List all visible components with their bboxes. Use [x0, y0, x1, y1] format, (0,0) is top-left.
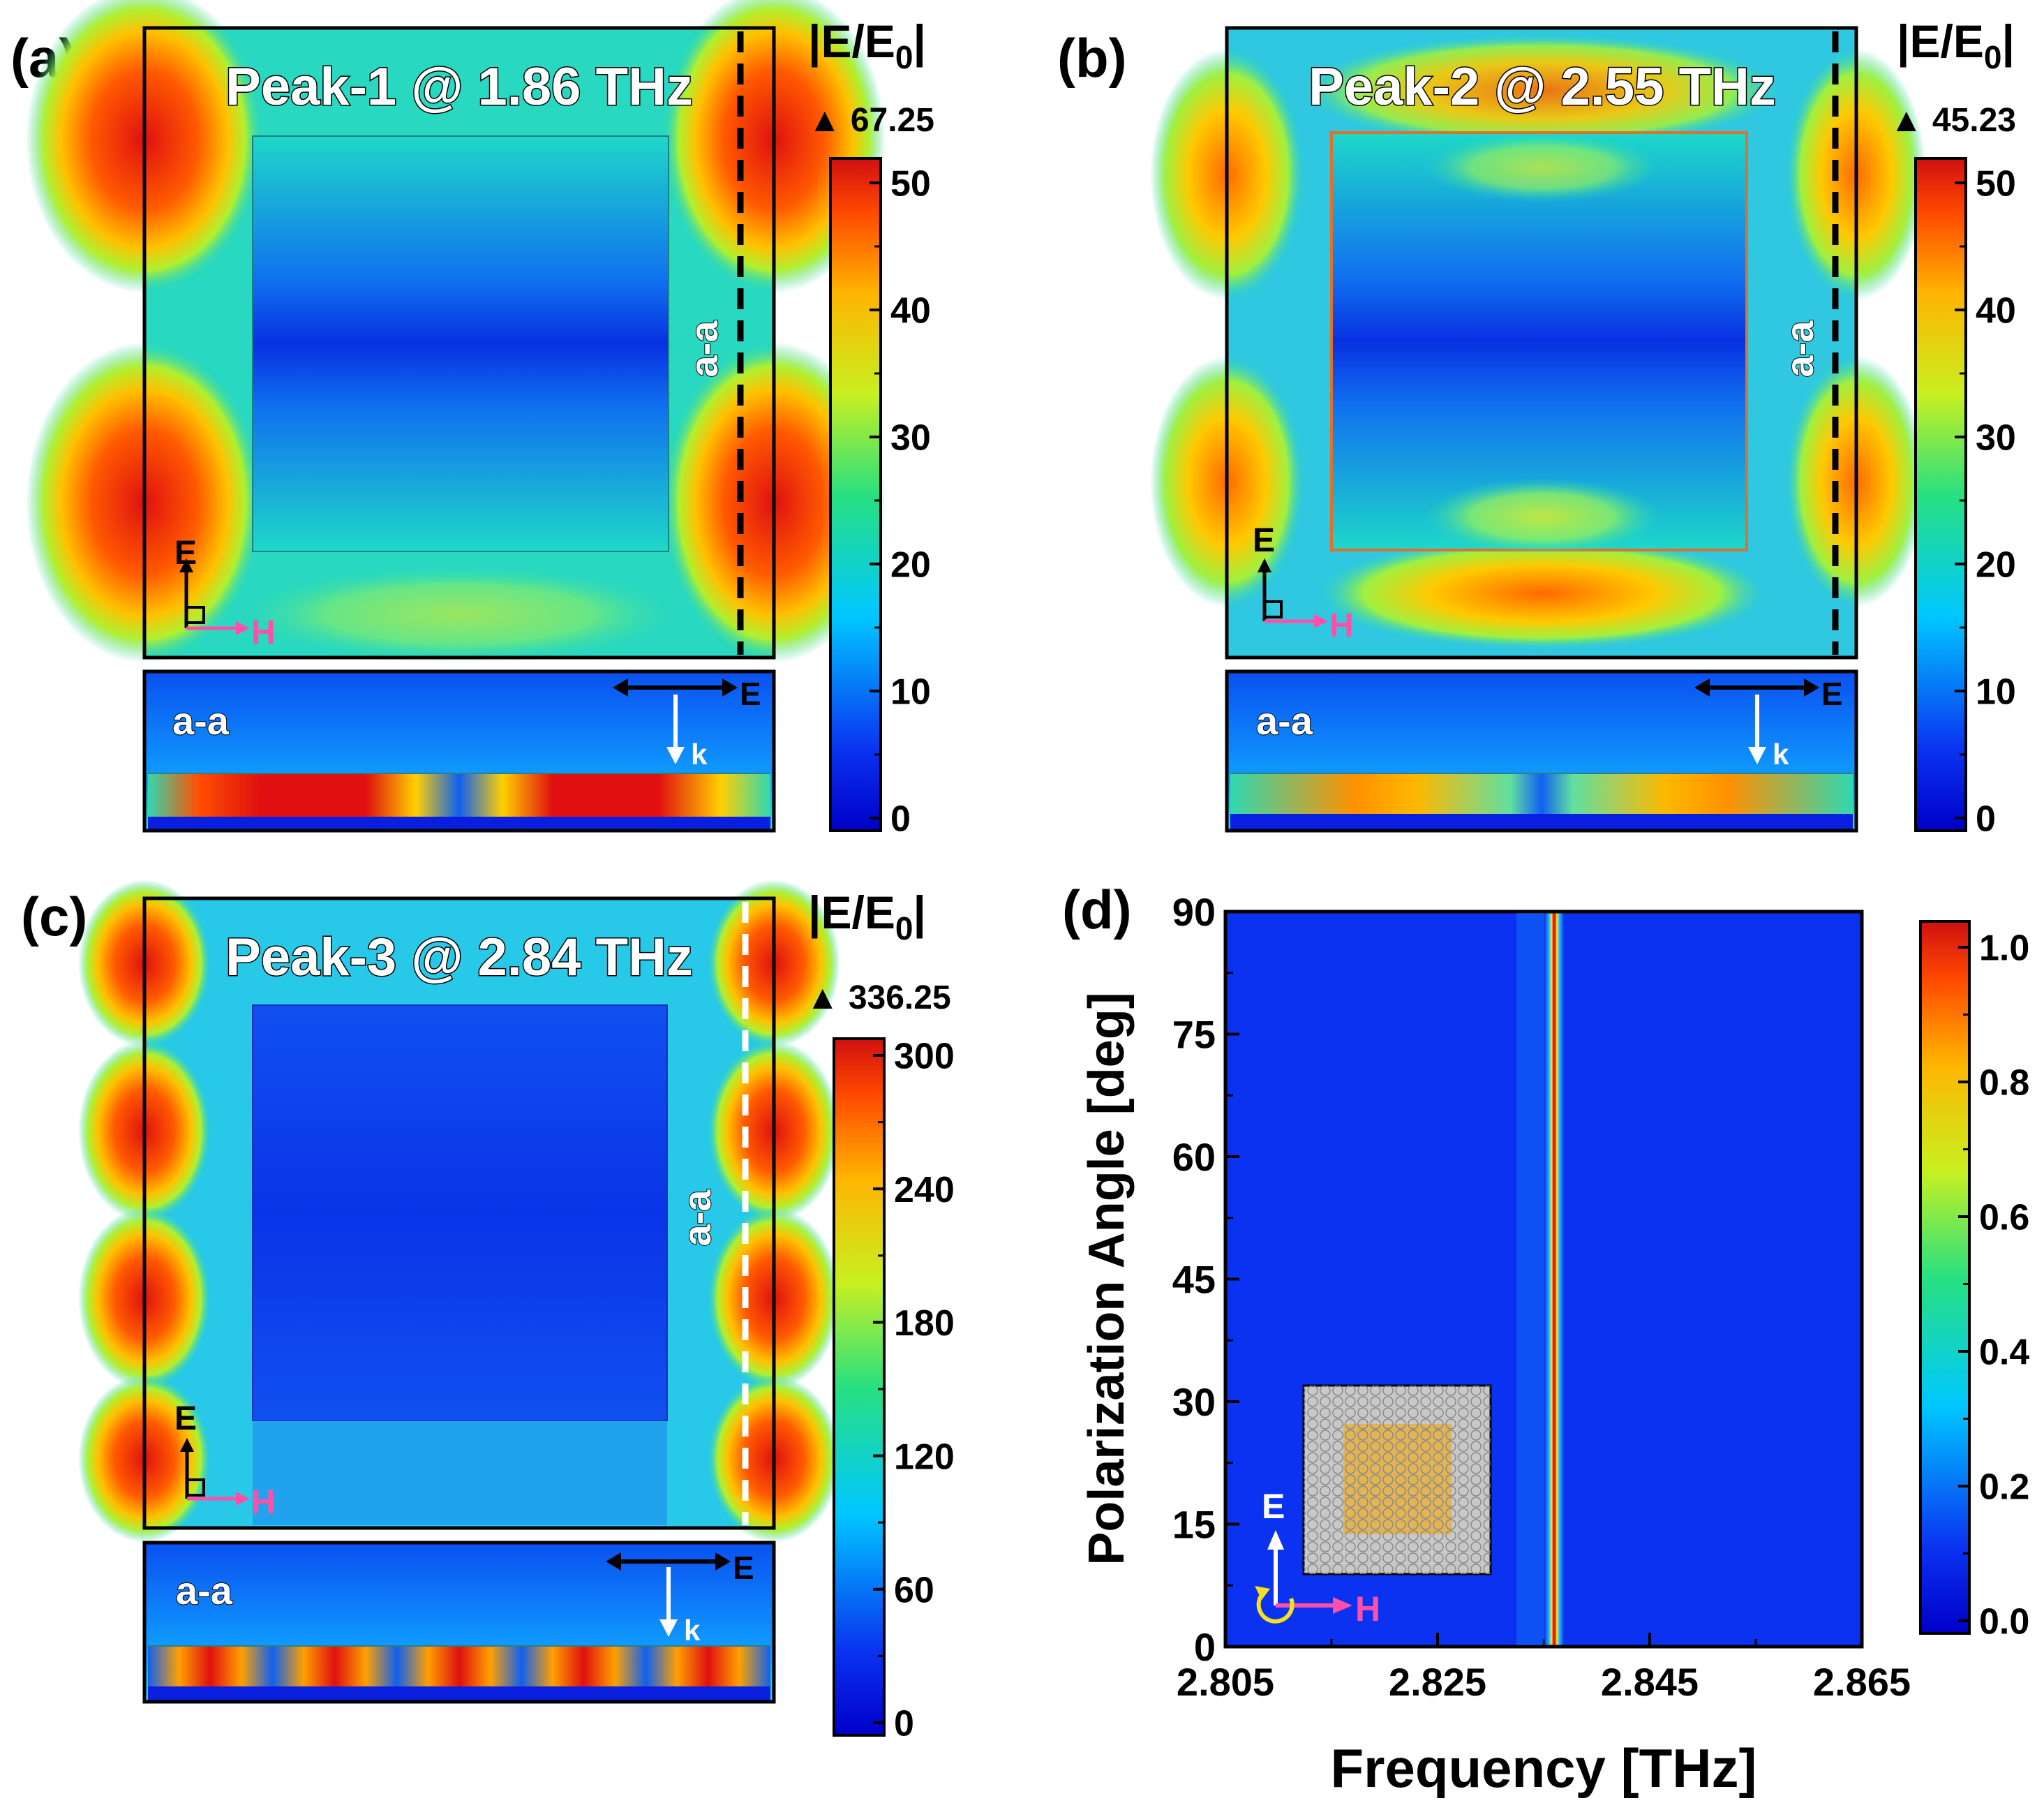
- panel-c-section-e: E: [733, 1550, 754, 1586]
- panel-c-title: Peak-3 @ 2.84 THz: [225, 928, 693, 987]
- colorbar-tick-label: 30: [1976, 418, 2016, 459]
- colorbar-tick-label: 180: [894, 1303, 955, 1344]
- panel-b-colorbar: |E/E0| ▲ 45.23 0 10 20 30 40 50: [1890, 15, 2016, 840]
- panel-c-colorbar: |E/E0| ▲ 336.25 0 60 120 180 240 300: [806, 886, 955, 1744]
- panel-b: (b) Peak-2 @ 2.55 THz a-a E H: [1057, 15, 2016, 840]
- panel-a: (a) Peak-1 @ 1.86 THz a-a E H: [10, 0, 934, 840]
- panel-b-field-map: [1150, 26, 1926, 660]
- panel-a-section: a-a E k: [142, 669, 776, 833]
- colorbar-tick-label: 120: [894, 1437, 955, 1477]
- inset-polarization-indicator: E H: [1255, 1487, 1380, 1628]
- panel-a-section-e: E: [740, 676, 761, 712]
- panel-c-colorbar-ticks: 0 60 120 180 240 300: [873, 1037, 955, 1744]
- panel-c-field-map: [78, 880, 840, 1543]
- colorbar-tick-label: 60: [894, 1571, 934, 1611]
- colorbar-tick-label: 10: [890, 672, 931, 713]
- panel-d: (d) 2.805 2.825 2.845 2.865 0 15 30 45 60 75 90 F…: [1062, 879, 2029, 1799]
- panel-c-section: a-a E k: [142, 1541, 776, 1704]
- panel-d-colorbar-ticks: 0.0 0.2 0.4 0.6 0.8 1.0: [1958, 928, 2029, 1642]
- panel-c-axes-indicator: E H: [174, 1400, 276, 1521]
- y-tick-label: 0: [1194, 1625, 1216, 1669]
- panel-d-tag: (d): [1062, 879, 1132, 940]
- y-tick-label: 60: [1172, 1135, 1216, 1179]
- panel-c-axis-e: E: [174, 1400, 197, 1437]
- x-axis-ticks: 2.805 2.825 2.845 2.865: [1177, 1633, 1911, 1704]
- svg-text:|E/E0|: |E/E0|: [1897, 15, 2015, 75]
- colorbar-tick-label: 0.0: [1979, 1602, 2029, 1642]
- panel-a-title: Peak-1 @ 1.86 THz: [225, 57, 693, 117]
- y-tick-label: 75: [1172, 1013, 1216, 1057]
- panel-b-cut-label: a-a: [1777, 320, 1821, 378]
- colorbar-tick-label: 30: [890, 418, 931, 459]
- y-tick-label: 30: [1172, 1380, 1216, 1424]
- panel-b-section-label: a-a: [1256, 699, 1313, 743]
- panel-a-axes-indicator: E H: [174, 535, 276, 651]
- colorbar-tick-label: 0: [894, 1704, 914, 1744]
- panel-a-colorbar-ticks: 0 10 20 30 40 50: [870, 164, 931, 840]
- panel-a-max: ▲ 67.25: [808, 102, 934, 139]
- colorbar-tick-label: 50: [890, 164, 931, 205]
- panel-b-axes-indicator: E H: [1253, 522, 1354, 644]
- svg-text:|E/E0|: |E/E0|: [808, 15, 926, 75]
- panel-c: (c) Peak-3 @ 2.84 THz a-a E H: [21, 880, 955, 1744]
- rotation-arrow-icon: [1256, 1594, 1295, 1624]
- y-tick-label: 15: [1172, 1503, 1216, 1547]
- colorbar-tick-label: 0: [1976, 799, 1996, 840]
- panel-b-section-k: k: [1773, 738, 1789, 771]
- colorbar-tick-label: 40: [1976, 291, 2016, 332]
- colorbar-tick-label: 300: [894, 1037, 955, 1077]
- resonance-band: [1544, 913, 1565, 1645]
- y-axis-label: Polarization Angle [deg]: [1079, 992, 1135, 1565]
- x-axis-label: Frequency [THz]: [1330, 1737, 1756, 1799]
- panel-b-title: Peak-2 @ 2.55 THz: [1308, 57, 1776, 117]
- colorbar-tick-label: 0.8: [1979, 1063, 2029, 1104]
- panel-b-max: ▲ 45.23: [1890, 102, 2016, 139]
- inset-axis-h: H: [1355, 1589, 1380, 1628]
- panel-d-colorbar: 0.0 0.2 0.4 0.6 0.8 1.0: [1919, 920, 2029, 1642]
- panel-a-section-label: a-a: [172, 699, 230, 743]
- panel-b-axis-h: H: [1329, 607, 1354, 644]
- panel-c-tag: (c): [21, 886, 87, 947]
- panel-b-colorbar-ticks: 0 10 20 30 40 50: [1955, 164, 2016, 840]
- colorbar-tick-label: 20: [1976, 545, 2016, 586]
- panel-c-section-label: a-a: [176, 1568, 233, 1612]
- colorbar-tick-label: 0: [890, 799, 911, 840]
- inset-structure: [1302, 1384, 1492, 1575]
- panel-c-max: ▲ 336.25: [806, 979, 951, 1016]
- panel-a-colorbar: |E/E0| ▲ 67.25 0 10 20 30 40 50: [808, 15, 934, 840]
- panel-b-tag: (b): [1057, 27, 1127, 89]
- svg-text:|E/E0|: |E/E0|: [808, 886, 926, 947]
- panel-a-axis-e: E: [174, 535, 197, 572]
- panel-b-section-e: E: [1821, 676, 1843, 712]
- resonance-halo-left: [1516, 913, 1545, 1645]
- colorbar-tick-label: 10: [1976, 672, 2016, 713]
- panel-b-axis-e: E: [1253, 522, 1275, 559]
- inset-axis-e: E: [1262, 1487, 1285, 1526]
- colorbar-tick-label: 240: [894, 1170, 955, 1210]
- panel-a-axis-h: H: [251, 614, 276, 651]
- colorbar-tick-label: 0.4: [1979, 1333, 2029, 1373]
- panel-a-cut-label: a-a: [682, 320, 726, 378]
- colorbar-tick-label: 0.6: [1979, 1198, 2029, 1238]
- colorbar-tick-label: 0.2: [1979, 1467, 2029, 1508]
- y-tick-label: 45: [1172, 1258, 1216, 1302]
- colorbar-tick-label: 40: [890, 291, 931, 332]
- panel-c-cut-label: a-a: [675, 1189, 719, 1247]
- x-tick-label: 2.805: [1177, 1660, 1274, 1704]
- colorbar-tick-label: 1.0: [1979, 928, 2029, 969]
- panel-b-section: a-a E k: [1225, 669, 1858, 833]
- x-tick-label: 2.825: [1389, 1660, 1486, 1704]
- colorbar-tick-label: 50: [1976, 164, 2016, 205]
- y-axis-ticks: 0 15 30 45 60 75 90: [1172, 890, 1239, 1669]
- panel-c-axis-h: H: [251, 1484, 276, 1521]
- y-tick-label: 90: [1172, 890, 1216, 934]
- x-tick-label: 2.865: [1813, 1660, 1911, 1704]
- colorbar-tick-label: 20: [890, 545, 931, 586]
- x-tick-label: 2.845: [1601, 1660, 1699, 1704]
- panel-c-section-k: k: [684, 1614, 701, 1647]
- panel-a-section-k: k: [691, 738, 708, 771]
